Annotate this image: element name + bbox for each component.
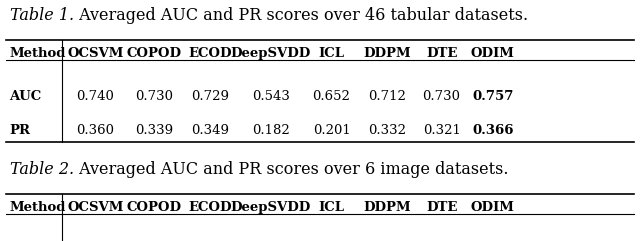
Text: 0.757: 0.757 <box>472 90 513 103</box>
Text: 0.730: 0.730 <box>135 90 173 103</box>
Text: COPOD: COPOD <box>127 47 182 60</box>
Text: DTE: DTE <box>426 47 458 60</box>
Text: ICL: ICL <box>319 47 344 60</box>
Text: 0.366: 0.366 <box>472 124 513 137</box>
Text: 0.729: 0.729 <box>191 90 229 103</box>
Text: Averaged AUC and PR scores over 6 image datasets.: Averaged AUC and PR scores over 6 image … <box>74 161 508 179</box>
Text: 0.712: 0.712 <box>368 90 406 103</box>
Text: ODIM: ODIM <box>471 47 515 60</box>
Text: DTE: DTE <box>426 201 458 214</box>
Text: AUC: AUC <box>10 90 42 103</box>
Text: 0.360: 0.360 <box>76 124 115 137</box>
Text: 0.201: 0.201 <box>313 124 350 137</box>
Text: DeepSVDD: DeepSVDD <box>230 47 311 60</box>
Text: 0.332: 0.332 <box>368 124 406 137</box>
Text: 0.730: 0.730 <box>422 90 461 103</box>
Text: COPOD: COPOD <box>127 201 182 214</box>
Text: Method: Method <box>10 201 66 214</box>
Text: OCSVM: OCSVM <box>67 201 124 214</box>
Text: ODIM: ODIM <box>471 201 515 214</box>
Text: Method: Method <box>10 47 66 60</box>
Text: 0.652: 0.652 <box>312 90 351 103</box>
Text: PR: PR <box>10 124 31 137</box>
Text: DDPM: DDPM <box>364 201 411 214</box>
Text: 0.182: 0.182 <box>252 124 289 137</box>
Text: DeepSVDD: DeepSVDD <box>230 201 311 214</box>
Text: Table 2.: Table 2. <box>10 161 74 179</box>
Text: 0.543: 0.543 <box>252 90 290 103</box>
Text: ECOD: ECOD <box>188 47 232 60</box>
Text: DDPM: DDPM <box>364 47 411 60</box>
Text: Table 1.: Table 1. <box>10 7 74 24</box>
Text: Averaged AUC and PR scores over 46 tabular datasets.: Averaged AUC and PR scores over 46 tabul… <box>74 7 528 24</box>
Text: OCSVM: OCSVM <box>67 47 124 60</box>
Text: 0.349: 0.349 <box>191 124 229 137</box>
Text: 0.321: 0.321 <box>422 124 461 137</box>
Text: ECOD: ECOD <box>188 201 232 214</box>
Text: ICL: ICL <box>319 201 344 214</box>
Text: 0.339: 0.339 <box>135 124 173 137</box>
Text: 0.740: 0.740 <box>76 90 115 103</box>
